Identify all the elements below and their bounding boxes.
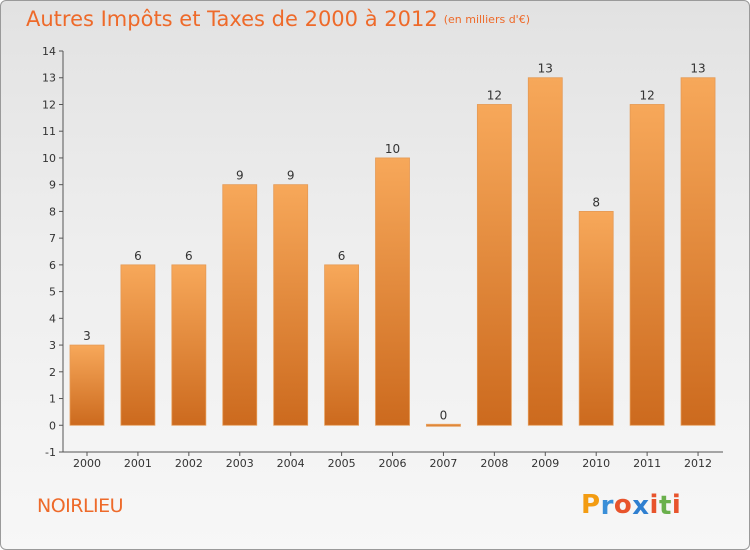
x-tick-label: 2001	[124, 457, 152, 470]
x-tick-label: 2003	[226, 457, 254, 470]
x-tick-label: 2007	[429, 457, 457, 470]
bar-value-label: 8	[592, 195, 600, 209]
y-tick-label: 14	[42, 45, 56, 58]
bar	[426, 423, 461, 427]
commune-name: NOIRLIEU	[37, 495, 124, 517]
bar	[375, 157, 410, 426]
x-tick-label: 2002	[175, 457, 203, 470]
bar	[171, 264, 207, 426]
bar	[578, 210, 614, 426]
bar	[527, 77, 563, 426]
logo-letter: i	[649, 490, 659, 520]
x-tick-label: 2011	[633, 457, 661, 470]
y-tick-label: 4	[49, 312, 56, 325]
y-tick-label: 5	[49, 286, 56, 299]
x-axis: 2000 2001 2002 2003 2004 2005 2006 2007 2008 2009…	[63, 451, 723, 470]
x-tick-label: 2000	[73, 457, 101, 470]
logo-letter: i	[671, 490, 682, 520]
bar-value-label: 3	[83, 329, 91, 343]
x-tick-label: 2009	[531, 457, 559, 470]
bar-value-label: 13	[538, 62, 553, 76]
data-labels: 3 6 6 9 9 6 10 0 12 13 8 12 13	[83, 62, 706, 423]
bar-value-label: 6	[134, 249, 142, 263]
y-tick-label: 3	[49, 339, 56, 352]
y-tick-label: 0	[49, 419, 56, 432]
y-tick-label: -1	[45, 446, 56, 459]
bar-value-label: 10	[385, 142, 400, 156]
x-tick-label: 2010	[582, 457, 610, 470]
logo-letter: t	[658, 491, 672, 521]
bar	[222, 184, 258, 426]
x-tick-label: 2008	[480, 457, 508, 470]
chart-title: Autres Impôts et Taxes de 2000 à 2012 (en…	[26, 7, 530, 31]
y-tick-label: 2	[49, 366, 56, 379]
y-tick-label: 7	[49, 232, 56, 245]
x-tick-label: 2005	[328, 457, 356, 470]
bar	[273, 184, 309, 426]
bar-value-label: 9	[287, 169, 295, 183]
bar	[680, 77, 716, 426]
bar	[324, 264, 360, 426]
proxiti-logo[interactable]: Proxiti	[581, 490, 682, 521]
bar	[476, 104, 512, 426]
x-tick-label: 2012	[684, 457, 712, 470]
title-unit: (en milliers d'€)	[443, 13, 530, 26]
x-tick-label: 2004	[277, 457, 305, 470]
y-tick-label: 10	[42, 152, 56, 165]
bar	[69, 344, 105, 426]
y-tick-label: 9	[49, 179, 56, 192]
bar-value-label: 9	[236, 169, 244, 183]
title-text: Autres Impôts et Taxes de 2000 à 2012	[26, 7, 438, 31]
y-tick-label: 12	[42, 98, 56, 111]
y-tick-label: 8	[49, 205, 56, 218]
y-tick-label: 6	[49, 259, 56, 272]
y-tick-label: 11	[42, 125, 56, 138]
bar-value-label: 6	[338, 249, 346, 263]
bar-value-label: 12	[639, 88, 654, 102]
bars	[69, 77, 716, 427]
bar-value-label: 0	[440, 408, 448, 422]
y-tick-label: 1	[49, 393, 56, 406]
x-tick-label: 2006	[379, 457, 407, 470]
logo-letter: r	[600, 491, 614, 521]
bar	[120, 264, 156, 426]
bar-value-label: 6	[185, 249, 193, 263]
bar-value-label: 13	[690, 62, 705, 76]
logo-letter: x	[632, 491, 650, 521]
y-tick-label: 13	[42, 72, 56, 85]
logo-letter: P	[581, 490, 601, 520]
bar-value-label: 12	[487, 88, 502, 102]
bar	[629, 104, 665, 426]
logo-letter: o	[613, 490, 633, 520]
